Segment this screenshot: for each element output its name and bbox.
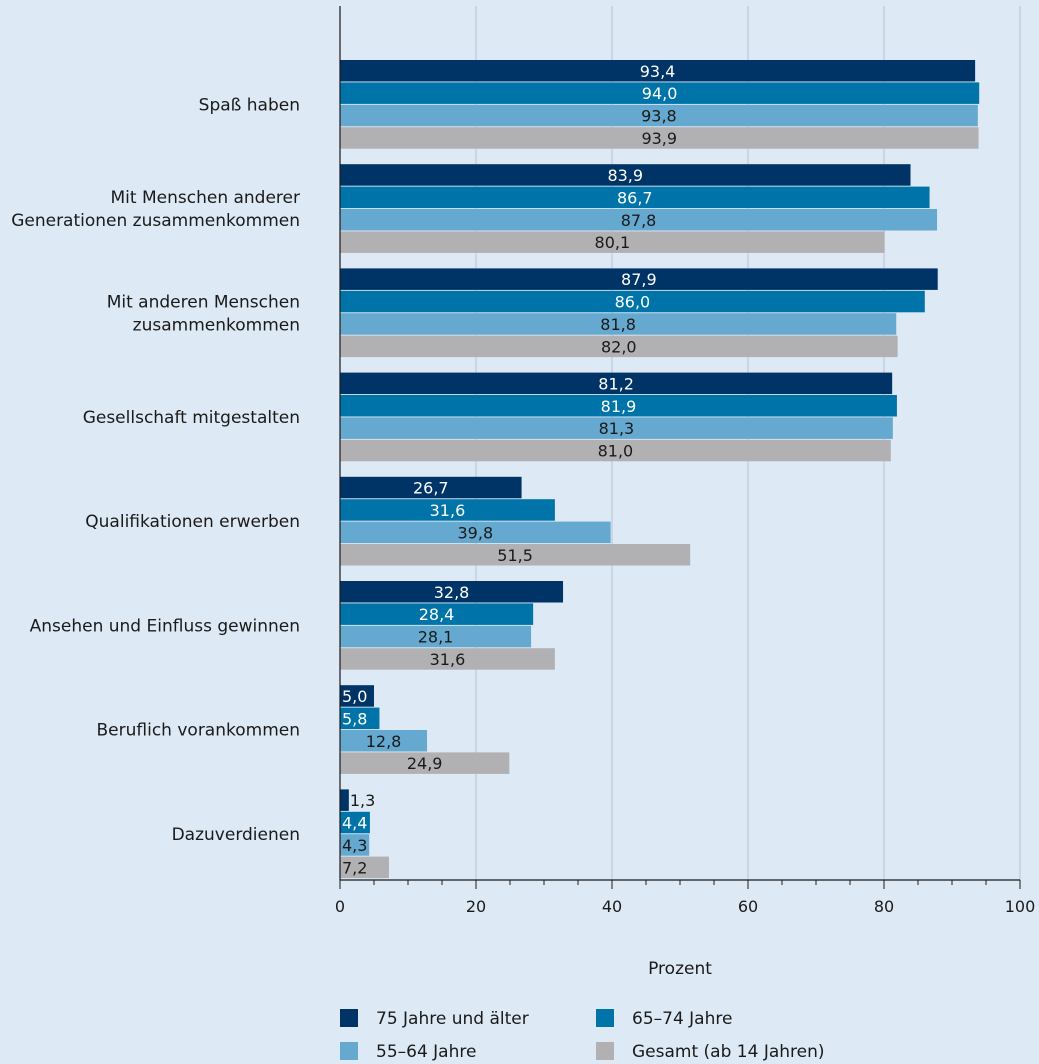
bar-value-label: 81,9: [601, 397, 637, 416]
bar-value-label: 86,0: [615, 293, 651, 312]
bar: [340, 372, 893, 395]
bar-value-label: 31,6: [430, 501, 466, 520]
bar-value-label: 31,6: [430, 650, 466, 669]
bar-value-label: 93,4: [640, 62, 676, 81]
bar-value-label: 28,4: [419, 605, 455, 624]
category-label: Beruflich vorankommen: [97, 721, 300, 741]
bar-value-label: 87,9: [621, 270, 657, 289]
category-label: zusammenkommen: [133, 315, 300, 335]
x-tick-label: 60: [738, 897, 758, 916]
bar: [340, 834, 370, 856]
bar: [340, 417, 893, 439]
bar: [340, 104, 978, 127]
bar-value-label: 39,8: [458, 523, 494, 542]
bar: [340, 476, 522, 499]
category-label: Generationen zusammenkommen: [11, 211, 300, 231]
bar: [340, 164, 911, 186]
axes: 0 20 40 60 80 100: [335, 6, 1035, 916]
bar: [340, 499, 555, 521]
category-label: Mit anderen Menschen: [107, 292, 300, 312]
bar: [340, 544, 691, 566]
bar: [340, 290, 925, 313]
bar: [340, 127, 979, 149]
bar: [340, 439, 891, 462]
bar: [340, 581, 564, 603]
x-tick-label: 0: [335, 897, 345, 916]
bar-value-label: 26,7: [413, 479, 449, 498]
bar-value-label: 5,0: [342, 687, 367, 706]
bar: [340, 521, 611, 544]
legend-swatch: [340, 1009, 358, 1027]
bar-value-label: 5,8: [342, 709, 367, 728]
bar-value-label: 28,1: [418, 628, 454, 647]
legend-swatch: [596, 1042, 614, 1060]
x-tick-label: 100: [1005, 897, 1036, 916]
legend: 75 Jahre und älter 65–74 Jahre 55–64 Jahre…: [340, 1009, 825, 1062]
legend-label: 75 Jahre und älter: [376, 1009, 529, 1029]
category-labels: Spaß haben Mit Menschen anderer Generation…: [11, 95, 300, 844]
bar: [340, 186, 930, 209]
bar: [340, 685, 374, 707]
x-tick-label: 40: [602, 897, 622, 916]
x-axis-label: Prozent: [648, 959, 712, 979]
bar-value-label: 81,0: [598, 442, 634, 461]
bars: 93,4 94,0 93,8 93,9 83,9 86,7 87,8 80,1 87,9 86,0…: [340, 60, 980, 879]
bar-value-label: 82,0: [601, 337, 637, 356]
category-label: Dazuverdienen: [172, 825, 300, 845]
bar-value-label: 94,0: [642, 84, 678, 103]
bar: [340, 603, 534, 625]
x-tick-label: 20: [466, 897, 486, 916]
bar-value-label: 32,8: [434, 583, 470, 602]
bar-value-label: 87,8: [621, 211, 657, 230]
bar-value-label: 81,8: [600, 315, 636, 334]
bar-value-label: 4,3: [342, 836, 367, 855]
bar-value-label: 24,9: [407, 754, 443, 773]
bar-value-label: 80,1: [595, 233, 631, 252]
bar: [340, 335, 898, 358]
x-tick-label: 80: [874, 897, 894, 916]
bar-value-label: 12,8: [366, 732, 402, 751]
category-label: Gesellschaft mitgestalten: [83, 408, 300, 428]
bar: [340, 268, 938, 290]
category-label: Mit Menschen anderer: [111, 188, 300, 208]
bar-value-label: 81,3: [599, 419, 635, 438]
bar-value-label: 86,7: [617, 188, 653, 207]
legend-label: Gesamt (ab 14 Jahren): [632, 1042, 825, 1062]
bar-value-label: 83,9: [607, 166, 643, 185]
bar: [340, 60, 976, 82]
bar-value-label: 51,5: [497, 546, 533, 565]
category-label: Spaß haben: [199, 95, 300, 115]
bar: [340, 730, 428, 752]
bar-value-label: 7,2: [342, 858, 367, 877]
category-label: Ansehen und Einfluss gewinnen: [30, 616, 300, 636]
bar: [340, 395, 897, 417]
bar: [340, 648, 555, 670]
bar: [340, 82, 980, 104]
category-label: Qualifikationen erwerben: [85, 512, 300, 532]
bar-value-label: 81,2: [598, 374, 634, 393]
bar: [340, 625, 532, 648]
bar: [340, 209, 938, 231]
bar-value-label: 93,9: [641, 129, 677, 148]
bar: [340, 313, 897, 335]
legend-label: 65–74 Jahre: [632, 1009, 732, 1029]
bar-value-label: 93,8: [641, 107, 677, 126]
legend-swatch: [596, 1009, 614, 1027]
bar: [340, 707, 380, 730]
bar-value-label: 4,4: [342, 814, 367, 833]
bar: [340, 856, 389, 879]
bar-value-label: 1,3: [350, 791, 375, 810]
legend-swatch: [340, 1042, 358, 1060]
bar: [340, 752, 510, 774]
bar: [340, 231, 885, 253]
bar: [340, 789, 349, 811]
legend-label: 55–64 Jahre: [376, 1042, 476, 1062]
bar: [340, 811, 370, 834]
